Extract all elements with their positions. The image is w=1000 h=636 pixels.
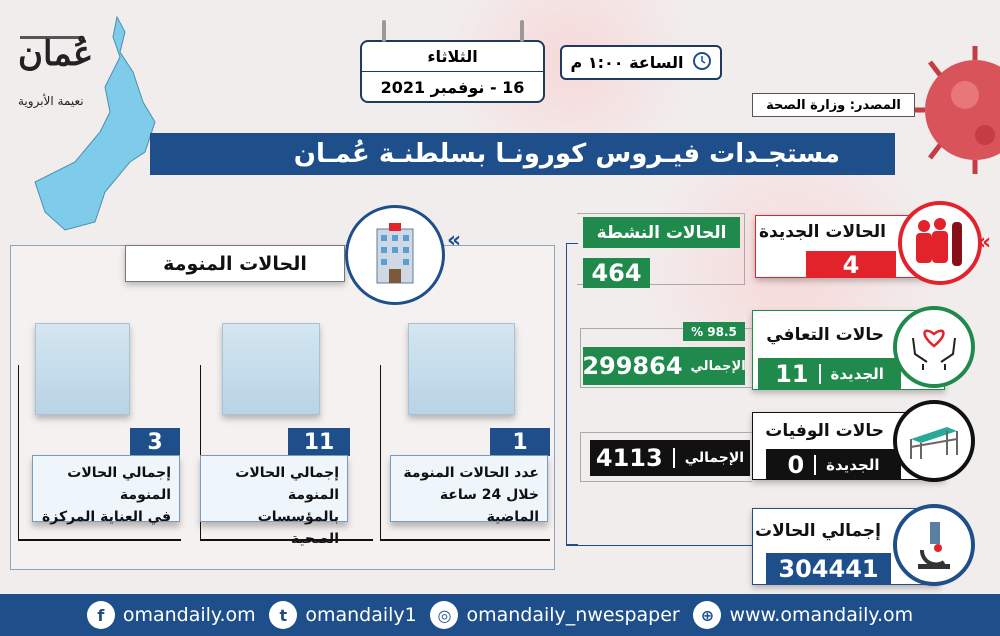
time-box: الساعة ١:٠٠ م [560, 45, 722, 80]
day: الثلاثاء [362, 42, 543, 72]
heart-hands-icon [893, 306, 975, 388]
text-line: بالمؤسسات الصحية [257, 509, 339, 547]
logo-tagline: نعيمة الأبروية [18, 94, 84, 108]
clock-icon [692, 51, 712, 75]
recovery-total-value: 299864 [582, 352, 683, 380]
hospitalized-column [380, 365, 550, 541]
deaths-total-frame [580, 432, 752, 482]
connector-line [566, 545, 752, 546]
deaths-total: الإجمالي 4113 [590, 440, 750, 476]
twitter-icon: t [269, 601, 298, 629]
recovery-card: حالات التعافي الجديدة 11 [752, 310, 945, 390]
hospitalized-24h-value: 1 [490, 428, 550, 456]
deaths-new-label: الجديدة [826, 455, 880, 474]
connector-line [566, 243, 578, 545]
deaths-new-value: 0 [787, 450, 805, 479]
recovery-total-frame [580, 328, 752, 388]
people-blood-icon [898, 201, 982, 285]
microscope-icon [893, 504, 975, 586]
patient-doctor-image [222, 323, 320, 415]
facebook-link[interactable]: f omandaily.om [86, 601, 256, 629]
footer: f omandaily.om t omandaily1 ◎ omandaily_nwe… [0, 594, 1000, 636]
instagram-handle: omandaily_nwespaper [466, 604, 680, 626]
twitter-link[interactable]: t omandaily1 [269, 601, 417, 629]
stretcher-icon [893, 400, 975, 482]
recovery-new: الجديدة 11 [758, 358, 901, 389]
date: 16 - نوفمبر 2021 [380, 77, 525, 97]
new-cases-value: 4 [806, 251, 896, 279]
deaths-total-value: 4113 [595, 444, 663, 472]
new-cases-label: الحالات الجديدة [758, 222, 886, 242]
hospitalized-column [200, 365, 373, 541]
deaths-total-label: الإجمالي [684, 450, 745, 466]
source: المصدر: وزارة الصحة [752, 93, 915, 117]
page-title: مستجـدات فيـروس كورونـا بسلطنـة عُمـان [150, 133, 895, 175]
virus-illustration [913, 46, 1000, 174]
recovery-new-label: الجديدة [830, 364, 884, 383]
active-value: 464 [583, 258, 650, 288]
patient-bed-image [408, 323, 515, 415]
twitter-handle: omandaily1 [305, 604, 417, 626]
hospitalized-column [18, 365, 181, 541]
instagram-icon: ◎ [430, 601, 459, 629]
hospitalized-total-value: 11 [288, 428, 350, 456]
oman-map [34, 15, 156, 231]
deaths-new: الجديدة 0 [766, 449, 901, 480]
total-cases-value: 304441 [766, 553, 891, 585]
active-label: الحالات النشطة [583, 217, 740, 248]
website-url: www.omandaily.om [729, 604, 914, 626]
hospitalized-icu-text: إجمالي الحالات المنومة في العناية المركز… [32, 455, 180, 525]
calendar-ring [520, 20, 524, 42]
globe-icon: ⊕ [693, 601, 722, 629]
text-line: عدد الحالات المنومة [403, 465, 539, 481]
hospitalized-icu-value: 3 [130, 428, 180, 456]
text-line: خلال 24 ساعة الماضية [439, 487, 539, 525]
recovery-total-label: الإجمالي [690, 358, 746, 374]
logo: عُمان [18, 34, 94, 74]
date-box: الثلاثاء 16 - نوفمبر 2021 [360, 40, 545, 103]
website-link[interactable]: ⊕ www.omandaily.om [693, 601, 913, 629]
facebook-icon: f [86, 601, 115, 629]
facebook-handle: omandaily.om [122, 604, 256, 626]
deaths-label: حالات الوفيات [765, 421, 884, 441]
hospitalized-total-text: إجمالي الحالات المنومة بالمؤسسات الصحية [200, 455, 348, 547]
text-line: في العناية المركزة [41, 509, 171, 525]
text-line: إجمالي الحالات المنومة [235, 465, 339, 503]
instagram-link[interactable]: ◎ omandaily_nwespaper [430, 601, 680, 629]
hospitalized-title: الحالات المنومة [125, 245, 345, 282]
recovery-total: الإجمالي 299864 [582, 347, 746, 385]
total-cases-label: إجمالي الحالات [755, 521, 881, 541]
active-frame [577, 213, 745, 285]
text-line: إجمالي الحالات المنومة [67, 465, 171, 503]
calendar-ring [382, 20, 386, 42]
logo-bar [20, 36, 80, 39]
chevron-left-icon: « [447, 228, 462, 253]
recovery-label: حالات التعافي [766, 325, 884, 345]
time: الساعة ١:٠٠ م [570, 53, 684, 72]
hospital-building-icon [345, 205, 445, 305]
recovery-new-value: 11 [775, 359, 809, 388]
icu-bed-image [35, 323, 130, 415]
hospitalized-24h-text: عدد الحالات المنومة خلال 24 ساعة الماضية [390, 455, 548, 525]
recovery-percent: % 98.5 [683, 322, 745, 341]
